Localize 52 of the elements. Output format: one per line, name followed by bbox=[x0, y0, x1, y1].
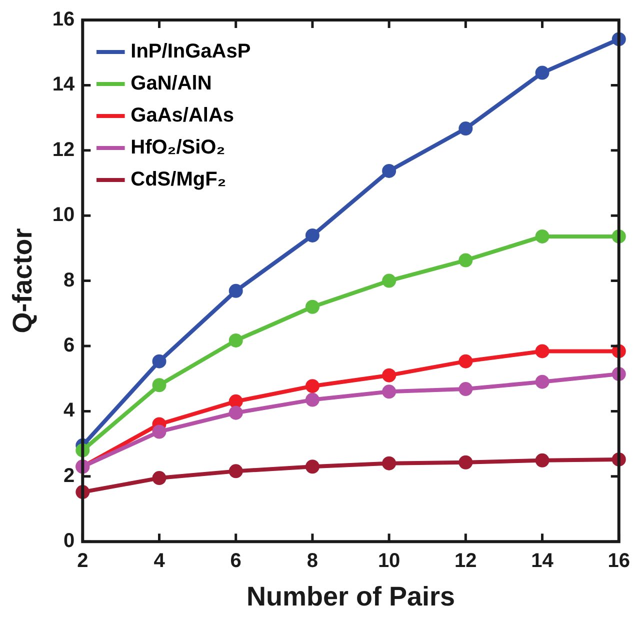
x-axis-title: Number of Pairs bbox=[246, 581, 456, 612]
legend-label: GaAs/AlAs bbox=[130, 104, 234, 127]
point bbox=[535, 453, 550, 468]
x-tick-label: 14 bbox=[531, 550, 554, 572]
x-tick-label: 6 bbox=[230, 550, 242, 572]
y-tick-label: 4 bbox=[64, 400, 76, 422]
y-tick-label: 12 bbox=[52, 138, 75, 161]
x-tick-label: 12 bbox=[454, 550, 477, 572]
point bbox=[382, 164, 396, 178]
y-tick-label: 2 bbox=[64, 464, 75, 487]
y-tick-label: 8 bbox=[64, 269, 75, 292]
point bbox=[305, 460, 320, 474]
y-tick-label: 0 bbox=[64, 530, 75, 552]
x-tick-label: 10 bbox=[378, 550, 400, 572]
y-tick-label: 6 bbox=[64, 334, 75, 357]
x-tick-label: 8 bbox=[306, 550, 318, 572]
point bbox=[228, 464, 243, 478]
point bbox=[535, 66, 550, 80]
legend-label: InP/InGaAsP bbox=[130, 40, 251, 63]
point bbox=[305, 300, 320, 314]
point bbox=[305, 392, 320, 407]
point bbox=[305, 379, 320, 394]
point bbox=[382, 456, 396, 470]
y-tick-label: 14 bbox=[52, 74, 76, 96]
y-tick-label: 16 bbox=[52, 8, 75, 31]
point bbox=[382, 384, 396, 399]
point bbox=[228, 406, 243, 420]
legend-label: GaN/AlN bbox=[130, 72, 212, 95]
point bbox=[535, 229, 550, 244]
x-tick-label: 4 bbox=[154, 550, 166, 572]
point bbox=[152, 378, 166, 392]
y-tick-label: 10 bbox=[52, 204, 75, 226]
point bbox=[228, 394, 243, 408]
legend-label: HfO₂/SiO₂ bbox=[130, 136, 226, 159]
point bbox=[458, 455, 473, 470]
point bbox=[382, 368, 396, 382]
point bbox=[458, 382, 473, 396]
point bbox=[152, 424, 166, 439]
point bbox=[535, 374, 550, 389]
point bbox=[458, 354, 473, 368]
point bbox=[228, 333, 243, 348]
point bbox=[458, 122, 473, 136]
x-tick-label: 16 bbox=[608, 550, 630, 572]
point bbox=[152, 471, 166, 486]
point bbox=[152, 354, 166, 368]
point bbox=[535, 344, 550, 358]
point bbox=[228, 284, 243, 298]
point bbox=[305, 228, 320, 242]
point bbox=[458, 253, 473, 268]
point bbox=[382, 274, 396, 288]
y-axis-title: Q-factor bbox=[8, 228, 38, 334]
legend-label: CdS/MgF₂ bbox=[130, 168, 226, 191]
